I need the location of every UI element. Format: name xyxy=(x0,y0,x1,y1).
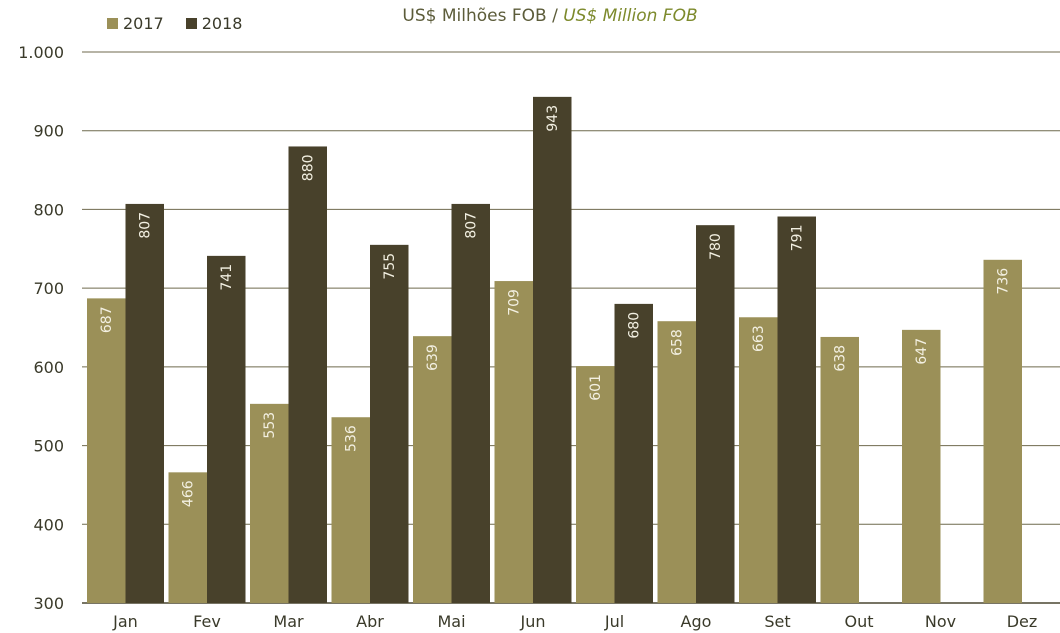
subtitle-italic: US$ Million FOB xyxy=(563,6,698,26)
data-label-2018: 741 xyxy=(219,264,235,291)
legend-item-2018: 2018 xyxy=(185,14,243,33)
bar-2018 xyxy=(696,225,735,603)
y-tick-label: 1.000 xyxy=(18,43,64,62)
data-label-2017: 709 xyxy=(507,289,523,316)
x-tick-label: Mar xyxy=(273,612,304,631)
legend-swatch-2017 xyxy=(107,18,118,29)
data-label-2017: 601 xyxy=(588,374,604,401)
legend-label-2018: 2018 xyxy=(201,14,243,33)
bar-2018 xyxy=(370,244,409,603)
bar-2017 xyxy=(902,329,941,603)
subtitle-main: US$ Milhões FOB / xyxy=(402,6,564,26)
x-tick-label: Abr xyxy=(356,612,384,631)
y-tick-label: 800 xyxy=(33,200,64,219)
data-label-2018: 807 xyxy=(138,212,154,239)
data-label-2018: 791 xyxy=(790,225,806,252)
bar-2018 xyxy=(777,216,816,603)
x-tick-label: Fev xyxy=(193,612,221,631)
chart-subtitle: US$ Milhões FOB / US$ Million FOB xyxy=(0,6,1060,26)
data-label-2018: 780 xyxy=(708,233,724,260)
x-tick-label: Ago xyxy=(681,612,712,631)
data-label-2017: 553 xyxy=(262,412,278,439)
x-tick-label: Jan xyxy=(112,612,138,631)
bar-2017 xyxy=(250,403,289,603)
bar-2018 xyxy=(451,203,490,603)
bar-2017 xyxy=(739,317,778,603)
x-tick-label: Jun xyxy=(520,612,546,631)
bar-2017 xyxy=(820,336,859,603)
y-tick-label: 300 xyxy=(33,594,64,613)
data-label-2017: 638 xyxy=(833,345,849,372)
bar-2018 xyxy=(288,146,327,603)
data-label-2018: 680 xyxy=(627,312,643,339)
data-label-2017: 639 xyxy=(425,344,441,371)
bar-2018 xyxy=(533,96,572,604)
x-tick-label: Jul xyxy=(604,612,624,631)
bar-2017 xyxy=(87,298,126,603)
x-tick-label: Out xyxy=(844,612,873,631)
data-label-2017: 647 xyxy=(914,338,930,365)
y-tick-label: 500 xyxy=(33,437,64,456)
data-label-2017: 736 xyxy=(996,268,1012,295)
data-label-2018: 943 xyxy=(545,105,561,132)
x-tick-label: Dez xyxy=(1007,612,1038,631)
bar-2018 xyxy=(207,255,246,603)
bar-2017 xyxy=(576,366,615,603)
bar-2017 xyxy=(413,336,452,603)
y-tick-label: 900 xyxy=(33,122,64,141)
y-tick-label: 400 xyxy=(33,515,64,534)
data-label-2018: 807 xyxy=(464,212,480,239)
bar-2017 xyxy=(983,259,1022,603)
x-tick-label: Mai xyxy=(437,612,465,631)
y-tick-label: 700 xyxy=(33,279,64,298)
legend-item-2017: 2017 xyxy=(107,14,164,33)
data-label-2017: 663 xyxy=(751,325,767,352)
data-label-2018: 755 xyxy=(382,253,398,280)
data-label-2017: 466 xyxy=(181,480,197,507)
legend-swatch-2018 xyxy=(185,18,197,29)
y-tick-label: 600 xyxy=(33,358,64,377)
bar-2018 xyxy=(614,303,653,603)
data-label-2018: 880 xyxy=(301,154,317,181)
bar-2017 xyxy=(168,472,207,603)
legend: 2017 2018 xyxy=(107,14,242,33)
data-label-2017: 687 xyxy=(99,306,115,333)
x-tick-label: Set xyxy=(764,612,790,631)
x-tick-label: Nov xyxy=(925,612,956,631)
bar-2017 xyxy=(494,281,533,603)
legend-label-2017: 2017 xyxy=(123,14,164,33)
data-label-2017: 536 xyxy=(344,425,360,452)
bar-2018 xyxy=(125,203,164,603)
bar-2017 xyxy=(657,321,696,603)
data-label-2017: 658 xyxy=(670,329,686,356)
bar-2017 xyxy=(331,417,370,603)
